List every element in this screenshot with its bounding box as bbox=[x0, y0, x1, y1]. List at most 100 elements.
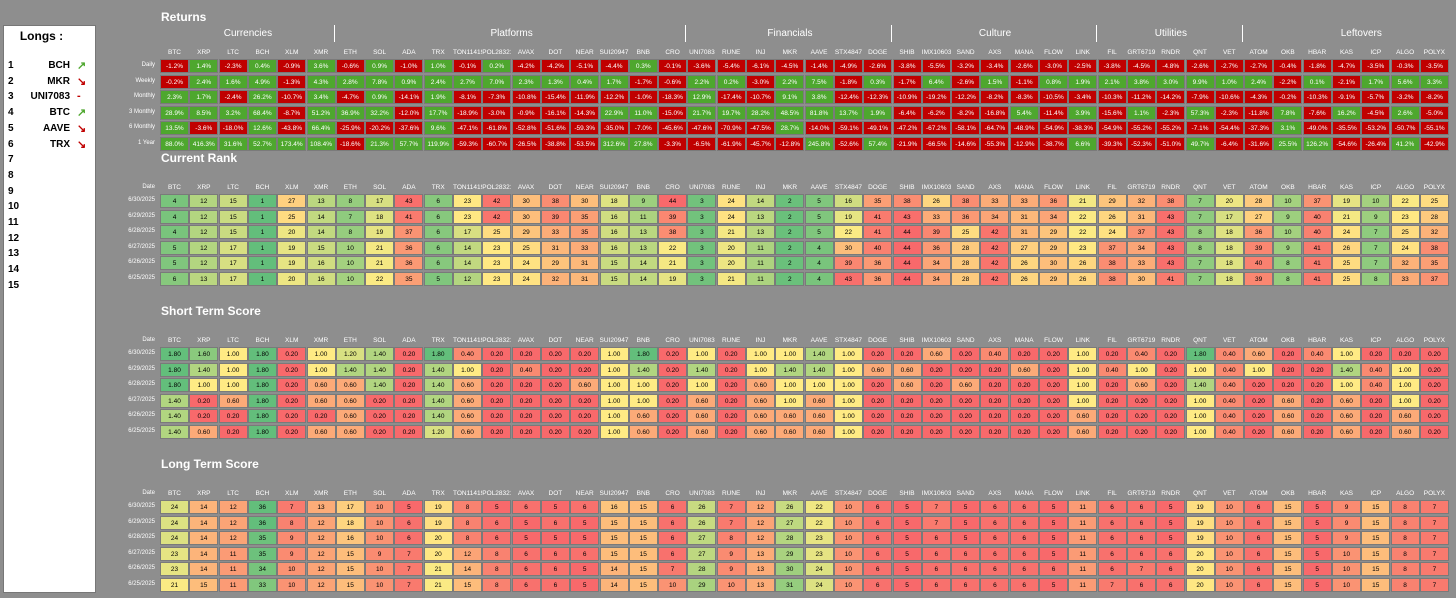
rank-cell: 19 bbox=[1332, 194, 1361, 208]
rank-cell: 5 bbox=[160, 240, 189, 255]
long-cell: 11 bbox=[1068, 546, 1098, 561]
returns-cell: 41.2% bbox=[1390, 136, 1420, 151]
returns-cell: 28.2% bbox=[746, 105, 775, 120]
rank-cell: 32 bbox=[1126, 194, 1156, 208]
long-cell: 6 bbox=[1244, 531, 1274, 545]
long-cell: 8 bbox=[1390, 546, 1420, 561]
short-cell: 1.00 bbox=[1126, 362, 1156, 377]
long-cell: 6 bbox=[863, 531, 893, 545]
long-cell: 6 bbox=[658, 531, 688, 545]
returns-cell: -26.4% bbox=[1361, 136, 1391, 151]
ticker-header: UNI7083 bbox=[689, 337, 715, 344]
long-cell: 6 bbox=[980, 546, 1010, 561]
longs-rank: 7 bbox=[8, 154, 14, 166]
short-cell: 1.00 bbox=[599, 362, 629, 377]
long-cell: 15 bbox=[599, 546, 629, 561]
longs-row: 3 UNI7083- bbox=[4, 90, 97, 106]
short-cell: 1.40 bbox=[365, 347, 395, 361]
rank-cell: 39 bbox=[658, 209, 688, 224]
returns-cell: -61.8% bbox=[482, 121, 512, 135]
short-cell: 0.20 bbox=[277, 409, 307, 423]
returns-cell: 1.7% bbox=[599, 74, 629, 89]
long-cell: 15 bbox=[1361, 531, 1391, 545]
short-cell: 1.40 bbox=[1332, 362, 1361, 377]
returns-cell: 0.4% bbox=[247, 59, 277, 73]
rank-cell: 38 bbox=[1097, 256, 1127, 270]
returns-cell: -53.2% bbox=[1361, 121, 1391, 135]
short-cell: 0.20 bbox=[980, 362, 1010, 377]
rank-cell: 13 bbox=[189, 271, 219, 286]
ticker-header: MANA bbox=[1014, 337, 1034, 344]
ticker-header: SAND bbox=[956, 49, 975, 56]
ticker-header: KAS bbox=[1339, 184, 1353, 191]
rank-cell: 33 bbox=[921, 209, 951, 224]
rank-cell: 14 bbox=[628, 256, 658, 270]
returns-cell: -20.2% bbox=[365, 121, 395, 135]
short-cell: 0.20 bbox=[511, 424, 541, 439]
long-cell: 14 bbox=[599, 577, 629, 592]
returns-cell: -38.7% bbox=[1039, 136, 1068, 151]
short-cell: 0.20 bbox=[570, 362, 600, 377]
rank-cell: 39 bbox=[540, 209, 570, 224]
rank-cell: 6 bbox=[423, 194, 453, 208]
returns-cell: 0.9% bbox=[365, 90, 395, 104]
rank-cell: 28 bbox=[951, 256, 981, 270]
ticker-header: QNT bbox=[1193, 337, 1207, 344]
long-cell: 12 bbox=[746, 531, 775, 545]
long-cell: 36 bbox=[247, 515, 277, 530]
long-cell: 5 bbox=[951, 531, 981, 545]
returns-cell: -0.1% bbox=[658, 59, 688, 73]
returns-cell: -3.0% bbox=[746, 74, 775, 89]
short-cell: 0.20 bbox=[1273, 347, 1303, 361]
ticker-header: LTC bbox=[227, 490, 239, 497]
long-cell: 28 bbox=[775, 531, 805, 545]
ticker-header: DOT bbox=[548, 184, 563, 191]
rank-cell: 16 bbox=[306, 256, 336, 270]
ticker-header: ATOM bbox=[1249, 49, 1268, 56]
ticker-header: RNDR bbox=[1161, 49, 1181, 56]
returns-cell: 31.6% bbox=[218, 136, 248, 151]
ticker-header: GRT6719 bbox=[1127, 490, 1156, 497]
short-cell: 0.20 bbox=[921, 424, 951, 439]
rank-cell: 29 bbox=[1097, 194, 1127, 208]
rank-cell: 16 bbox=[833, 194, 863, 208]
returns-cell: 0.3% bbox=[628, 59, 658, 73]
returns-cell: -5.7% bbox=[1361, 90, 1391, 104]
short-cell: 0.20 bbox=[1156, 347, 1186, 361]
long-cell: 6 bbox=[658, 515, 688, 530]
returns-cell: -54.6% bbox=[1332, 136, 1361, 151]
rank-cell: 1 bbox=[247, 194, 277, 208]
returns-cell: 51.2% bbox=[306, 105, 336, 120]
short-cell: 1.00 bbox=[833, 378, 863, 392]
short-cell: 0.20 bbox=[1126, 393, 1156, 408]
rank-cell: 36 bbox=[951, 209, 981, 224]
ticker-header: CRO bbox=[665, 337, 680, 344]
ticker-header: QNT bbox=[1193, 49, 1207, 56]
returns-cell: -0.4% bbox=[1273, 59, 1303, 73]
short-cell: 0.60 bbox=[335, 409, 365, 423]
long-cell: 15 bbox=[628, 562, 658, 576]
returns-cell: -2.6% bbox=[1009, 59, 1039, 73]
rank-cell: 29 bbox=[511, 225, 541, 239]
short-cell: 0.20 bbox=[980, 409, 1010, 423]
returns-cell: 28.9% bbox=[160, 105, 189, 120]
ticker-header: MANA bbox=[1014, 49, 1034, 56]
returns-cell: -3.5% bbox=[1361, 59, 1391, 73]
long-cell: 15 bbox=[335, 546, 365, 561]
returns-cell: -3.5% bbox=[1419, 59, 1449, 73]
short-cell: 0.60 bbox=[951, 378, 981, 392]
ticker-header: FIL bbox=[1107, 49, 1117, 56]
returns-cell: -12.2% bbox=[951, 90, 981, 104]
ticker-header: INJ bbox=[755, 184, 766, 191]
returns-cell: 5.4% bbox=[1009, 105, 1039, 120]
ticker-header: MANA bbox=[1014, 490, 1034, 497]
ticker-header: SAND bbox=[956, 184, 975, 191]
short-cell: 0.20 bbox=[1302, 393, 1332, 408]
ticker-header: LTC bbox=[227, 49, 239, 56]
rank-cell: 38 bbox=[951, 194, 981, 208]
short-cell: 0.60 bbox=[453, 393, 482, 408]
rank-cell: 15 bbox=[599, 256, 629, 270]
long-cell: 11 bbox=[218, 546, 248, 561]
short-cell: 0.20 bbox=[482, 393, 512, 408]
short-cell: 0.20 bbox=[1244, 409, 1274, 423]
